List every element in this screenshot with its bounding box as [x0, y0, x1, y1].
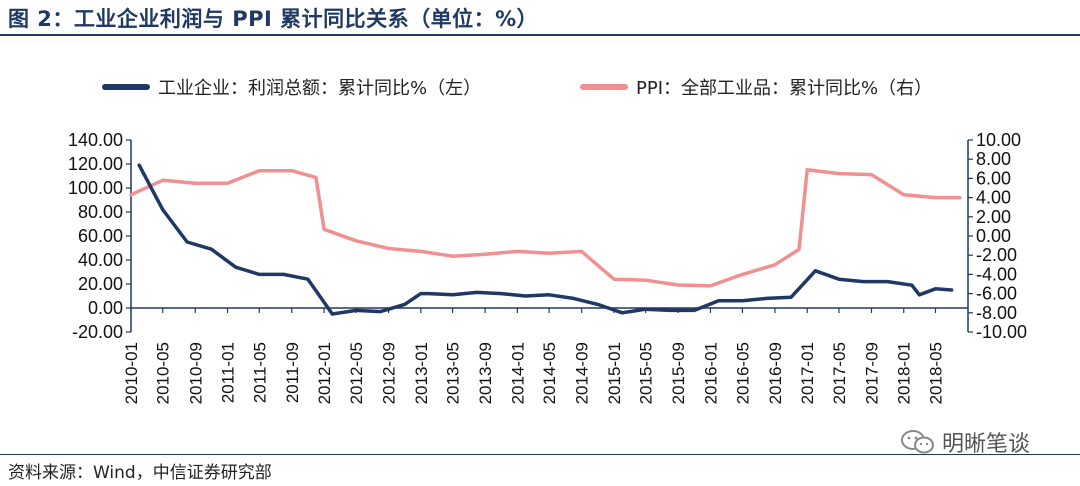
axes: 140.00 120.00 100.00 80.00 60.00 40.00 20.00 0.… [68, 130, 1027, 404]
y-right-tick-label: 8.00 [976, 149, 1011, 169]
y-left-tick-label: 100.00 [68, 178, 123, 198]
x-tick-label: 2015-09 [669, 342, 688, 404]
x-tick-label: 2014-05 [540, 342, 559, 404]
x-tick-label: 2013-01 [412, 342, 431, 404]
y-left-tick-label: 20.00 [78, 274, 123, 294]
x-tick-label: 2013-09 [476, 342, 495, 404]
series-lines [129, 163, 962, 316]
legend-item-ppi: PPI：全部工业品：累计同比%（右） [580, 74, 932, 100]
source-note: 资料来源：Wind，中信证券研究部 [8, 463, 272, 483]
legend: 工业企业：利润总额：累计同比%（左） PPI：全部工业品：累计同比%（右） [0, 74, 1080, 104]
legend-label-profit: 工业企业：利润总额：累计同比%（左） [158, 78, 482, 99]
y-left-tick-label: -20.00 [72, 322, 123, 342]
x-tick-label: 2014-01 [508, 342, 527, 404]
footer-rule [0, 454, 1080, 455]
x-tick-label: 2014-09 [573, 342, 592, 404]
legend-item-profit: 工业企业：利润总额：累计同比%（左） [102, 74, 481, 100]
wechat-icon [900, 430, 934, 454]
series-line-profit [137, 163, 954, 316]
legend-swatch-ppi [580, 84, 628, 90]
x-tick-label: 2015-01 [605, 342, 624, 404]
x-tick-label: 2017-05 [830, 342, 849, 404]
y-left-tick-label: 120.00 [68, 154, 123, 174]
series-line-ppi [129, 168, 962, 288]
x-tick-label: 2012-09 [380, 342, 399, 404]
y-right-tick-label: -8.00 [976, 303, 1017, 323]
y-left-tick-label: 0.00 [88, 298, 123, 318]
y-right-tick-label: -2.00 [976, 245, 1017, 265]
x-tick-label: 2018-01 [895, 342, 914, 404]
watermark-text: 明晰笔谈 [941, 432, 1030, 457]
y-right-tick-label: 0.00 [976, 226, 1011, 246]
y-left-tick-label: 40.00 [78, 250, 123, 270]
x-tick-label: 2010-09 [186, 342, 205, 404]
x-tick-label: 2017-01 [798, 342, 817, 404]
y-right-tick-label: -4.00 [976, 264, 1017, 284]
x-tick-label: 2011-05 [250, 342, 269, 403]
watermark: 明晰笔谈 [900, 426, 1030, 458]
y-left-tick-label: 80.00 [78, 202, 123, 222]
chart-canvas: 140.00 120.00 100.00 80.00 60.00 40.00 20.00 0.… [68, 130, 1027, 404]
y-right-tick-label: 4.00 [976, 188, 1011, 208]
x-tick-label: 2016-09 [766, 342, 785, 404]
y-right-tick-label: -6.00 [976, 284, 1017, 304]
y-left-tick-label: 140.00 [68, 130, 123, 150]
x-tick-label: 2015-05 [637, 342, 656, 404]
y-right-tick-label: 10.00 [976, 130, 1021, 150]
x-tick-label: 2018-05 [926, 342, 945, 404]
x-tick-label: 2016-01 [701, 342, 720, 404]
x-tick-label: 2013-05 [444, 342, 463, 404]
x-tick-label: 2010-01 [122, 342, 141, 404]
x-tick-label: 2011-01 [219, 342, 238, 403]
legend-swatch-profit [102, 84, 150, 90]
title-rule [0, 34, 1080, 36]
x-tick-label: 2011-09 [283, 342, 302, 403]
x-tick-label: 2016-05 [733, 342, 752, 404]
x-tick-label: 2010-05 [154, 342, 173, 404]
y-right-tick-label: 6.00 [976, 168, 1011, 188]
legend-label-ppi: PPI：全部工业品：累计同比%（右） [636, 78, 933, 99]
y-left-tick-label: 60.00 [78, 226, 123, 246]
x-tick-label: 2012-01 [315, 342, 334, 404]
y-right-tick-label: -10.00 [976, 322, 1027, 342]
x-tick-label: 2012-05 [347, 342, 366, 404]
chart-title: 图 2：工业企业利润与 PPI 累计同比关系（单位：%） [8, 7, 539, 31]
x-tick-label: 2017-09 [862, 342, 881, 404]
y-right-tick-label: 2.00 [976, 207, 1011, 227]
